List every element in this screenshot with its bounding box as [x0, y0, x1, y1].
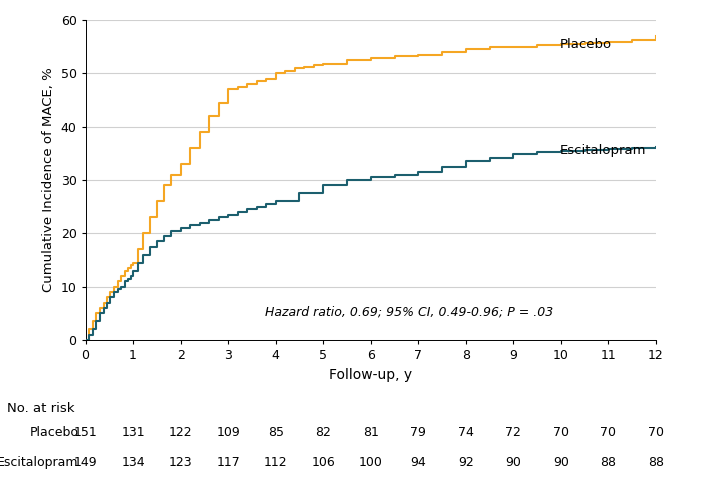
- Text: 112: 112: [264, 456, 287, 469]
- Text: Hazard ratio, 0.69; 95% CI, 0.49-0.96; P = .03: Hazard ratio, 0.69; 95% CI, 0.49-0.96; P…: [265, 306, 553, 318]
- Text: No. at risk: No. at risk: [7, 402, 75, 415]
- Text: 131: 131: [121, 426, 145, 439]
- Text: 149: 149: [73, 456, 98, 469]
- Text: 81: 81: [363, 426, 379, 439]
- Text: 151: 151: [73, 426, 98, 439]
- Text: 94: 94: [411, 456, 426, 469]
- Text: 92: 92: [458, 456, 473, 469]
- Text: 134: 134: [121, 456, 145, 469]
- Y-axis label: Cumulative Incidence of MACE, %: Cumulative Incidence of MACE, %: [42, 68, 55, 292]
- Text: 123: 123: [169, 456, 193, 469]
- Text: Escitalopram: Escitalopram: [560, 144, 647, 157]
- Text: 117: 117: [216, 456, 240, 469]
- Text: 90: 90: [553, 456, 569, 469]
- Text: 70: 70: [553, 426, 569, 439]
- Text: 79: 79: [411, 426, 426, 439]
- Text: 85: 85: [267, 426, 284, 439]
- Text: 122: 122: [169, 426, 193, 439]
- Text: Placebo: Placebo: [560, 38, 612, 51]
- Text: 100: 100: [359, 456, 383, 469]
- Text: 90: 90: [506, 456, 521, 469]
- Text: Escitalopram: Escitalopram: [0, 456, 78, 469]
- Text: Placebo: Placebo: [29, 426, 78, 439]
- Text: 106: 106: [312, 456, 335, 469]
- Text: 88: 88: [600, 456, 617, 469]
- X-axis label: Follow-up, y: Follow-up, y: [329, 368, 412, 382]
- Text: 82: 82: [315, 426, 331, 439]
- Text: 109: 109: [216, 426, 240, 439]
- Text: 70: 70: [600, 426, 617, 439]
- Text: 72: 72: [506, 426, 521, 439]
- Text: 88: 88: [648, 456, 664, 469]
- Text: 70: 70: [648, 426, 664, 439]
- Text: 74: 74: [458, 426, 473, 439]
